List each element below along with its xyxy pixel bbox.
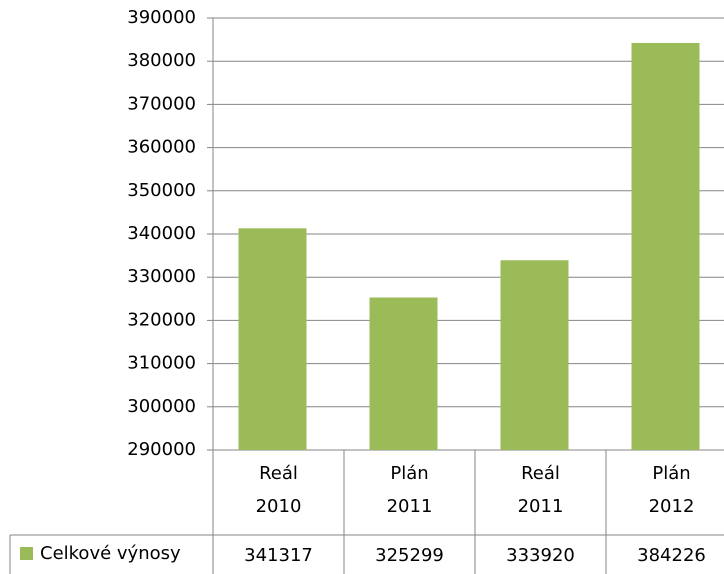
legend-label: Celkové výnosy xyxy=(40,543,181,564)
y-tick-label: 390000 xyxy=(127,7,196,28)
x-tick-label: Reál 2010 xyxy=(256,463,302,517)
bar xyxy=(500,260,569,450)
x-tick-label: Plán 2012 xyxy=(649,463,695,517)
y-tick-label: 330000 xyxy=(127,266,196,287)
table-value: 325299 xyxy=(375,545,444,566)
y-tick-label: 320000 xyxy=(127,309,196,330)
y-tick-label: 290000 xyxy=(127,439,196,460)
bar xyxy=(238,228,307,450)
x-tick-label: Plán 2011 xyxy=(387,463,433,517)
bar xyxy=(631,42,700,451)
y-tick-label: 360000 xyxy=(127,137,196,158)
bar xyxy=(369,297,438,450)
y-tick-label: 340000 xyxy=(127,223,196,244)
y-tick-label: 300000 xyxy=(127,396,196,417)
y-tick-label: 380000 xyxy=(127,50,196,71)
table-value: 333920 xyxy=(506,545,575,566)
y-tick-label: 310000 xyxy=(127,353,196,374)
y-tick-label: 370000 xyxy=(127,93,196,114)
table-value: 341317 xyxy=(244,545,313,566)
x-tick-label: Reál 2011 xyxy=(518,463,564,517)
legend-swatch xyxy=(20,547,33,560)
table-value: 384226 xyxy=(637,545,706,566)
y-tick-label: 350000 xyxy=(127,180,196,201)
